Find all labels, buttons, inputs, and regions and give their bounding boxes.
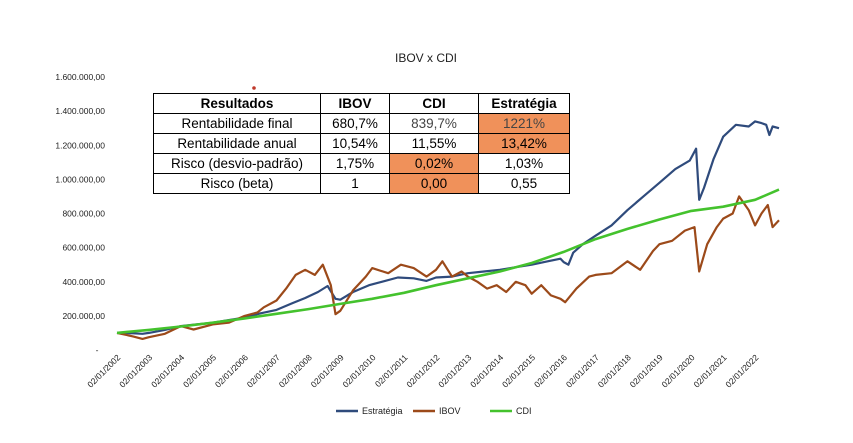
legend: Estratégia IBOV CDI <box>336 406 532 416</box>
x-tick-label: 02/01/2017 <box>564 352 601 389</box>
y-tick-label: 400.000,00 <box>62 277 105 287</box>
table-row: Risco (beta) 1 0,00 0,55 <box>153 173 570 194</box>
x-tick-label: 02/01/2010 <box>340 352 377 389</box>
row-label: Rentabilidade final <box>153 113 321 134</box>
x-tick-label: 02/01/2019 <box>628 352 665 389</box>
results-table: Resultados IBOV CDI Estratégia Rentabili… <box>153 93 570 194</box>
x-tick-label: 02/01/2006 <box>213 352 250 389</box>
x-tick-label: 02/01/2013 <box>436 352 473 389</box>
series-line-estratgia <box>116 120 780 335</box>
legend-label: Estratégia <box>362 406 403 416</box>
x-tick-label: 02/01/2015 <box>500 352 537 389</box>
x-tick-label: 02/01/2014 <box>468 352 505 389</box>
cdi-value: 11,55% <box>389 133 479 154</box>
estrategia-value: 13,42% <box>478 133 570 154</box>
table-row: Rentabilidade final 680,7% 839,7% 1221% <box>153 113 570 134</box>
row-label: Risco (beta) <box>153 173 321 194</box>
table-row: Rentabilidade anual 10,54% 11,55% 13,42% <box>153 133 570 154</box>
x-tick-label: 02/01/2005 <box>181 352 218 389</box>
x-tick-label: 02/01/2002 <box>85 352 122 389</box>
x-tick-label: 02/01/2007 <box>245 352 282 389</box>
row-label: Rentabilidade anual <box>153 133 321 154</box>
estrategia-value: 1,03% <box>478 153 570 174</box>
cdi-value: 0,02% <box>389 153 479 174</box>
cdi-value: 839,7% <box>389 113 479 134</box>
x-tick-label: 02/01/2020 <box>660 352 697 389</box>
table-header-row: Resultados IBOV CDI Estratégia <box>153 93 570 114</box>
ibov-value: 1 <box>320 173 390 194</box>
header-cdi: CDI <box>389 93 479 114</box>
x-tick-label: 02/01/2018 <box>596 352 633 389</box>
header-ibov: IBOV <box>320 93 390 114</box>
x-tick-label: 02/01/2012 <box>404 352 441 389</box>
x-tick-label: 02/01/2008 <box>277 352 314 389</box>
table-row: Risco (desvio-padrão) 1,75% 0,02% 1,03% <box>153 153 570 174</box>
marker-dot <box>252 86 256 90</box>
x-tick-label: 02/01/2016 <box>532 352 569 389</box>
cdi-value: 0,00 <box>389 173 479 194</box>
ibov-value: 1,75% <box>320 153 390 174</box>
y-tick-label: 1.000.000,00 <box>55 174 105 184</box>
x-tick-label: 02/01/2004 <box>149 352 186 389</box>
y-tick-label: 1.600.000,00 <box>55 72 105 82</box>
series-lines <box>116 120 780 340</box>
series-line-ibov <box>116 195 780 340</box>
ibov-value: 10,54% <box>320 133 390 154</box>
y-tick-label: 1.200.000,00 <box>55 140 105 150</box>
series-line-cdi <box>116 188 780 335</box>
y-tick-label: 1.400.000,00 <box>55 106 105 116</box>
estrategia-value: 1221% <box>478 113 570 134</box>
x-tick-label: 02/01/2009 <box>309 352 346 389</box>
estrategia-value: 0,55 <box>478 173 570 194</box>
legend-label: CDI <box>516 406 532 416</box>
y-axis-ticks: - 200.000,00 400.000,00 600.000,00 800.000,0… <box>55 72 105 355</box>
chart-title: IBOV x CDI <box>395 51 457 65</box>
x-tick-label: 02/01/2003 <box>117 352 154 389</box>
header-resultados: Resultados <box>153 93 321 114</box>
row-label: Risco (desvio-padrão) <box>153 153 321 174</box>
header-estrategia: Estratégia <box>478 93 570 114</box>
ibov-value: 680,7% <box>320 113 390 134</box>
y-tick-label: - <box>96 345 99 355</box>
x-tick-label: 02/01/2021 <box>691 352 728 389</box>
y-tick-label: 800.000,00 <box>62 209 105 219</box>
x-tick-label: 02/01/2022 <box>723 352 760 389</box>
legend-label: IBOV <box>439 406 461 416</box>
y-tick-label: 200.000,00 <box>62 311 105 321</box>
y-tick-label: 600.000,00 <box>62 243 105 253</box>
x-axis-ticks: 02/01/200202/01/200302/01/200402/01/2005… <box>85 352 760 389</box>
